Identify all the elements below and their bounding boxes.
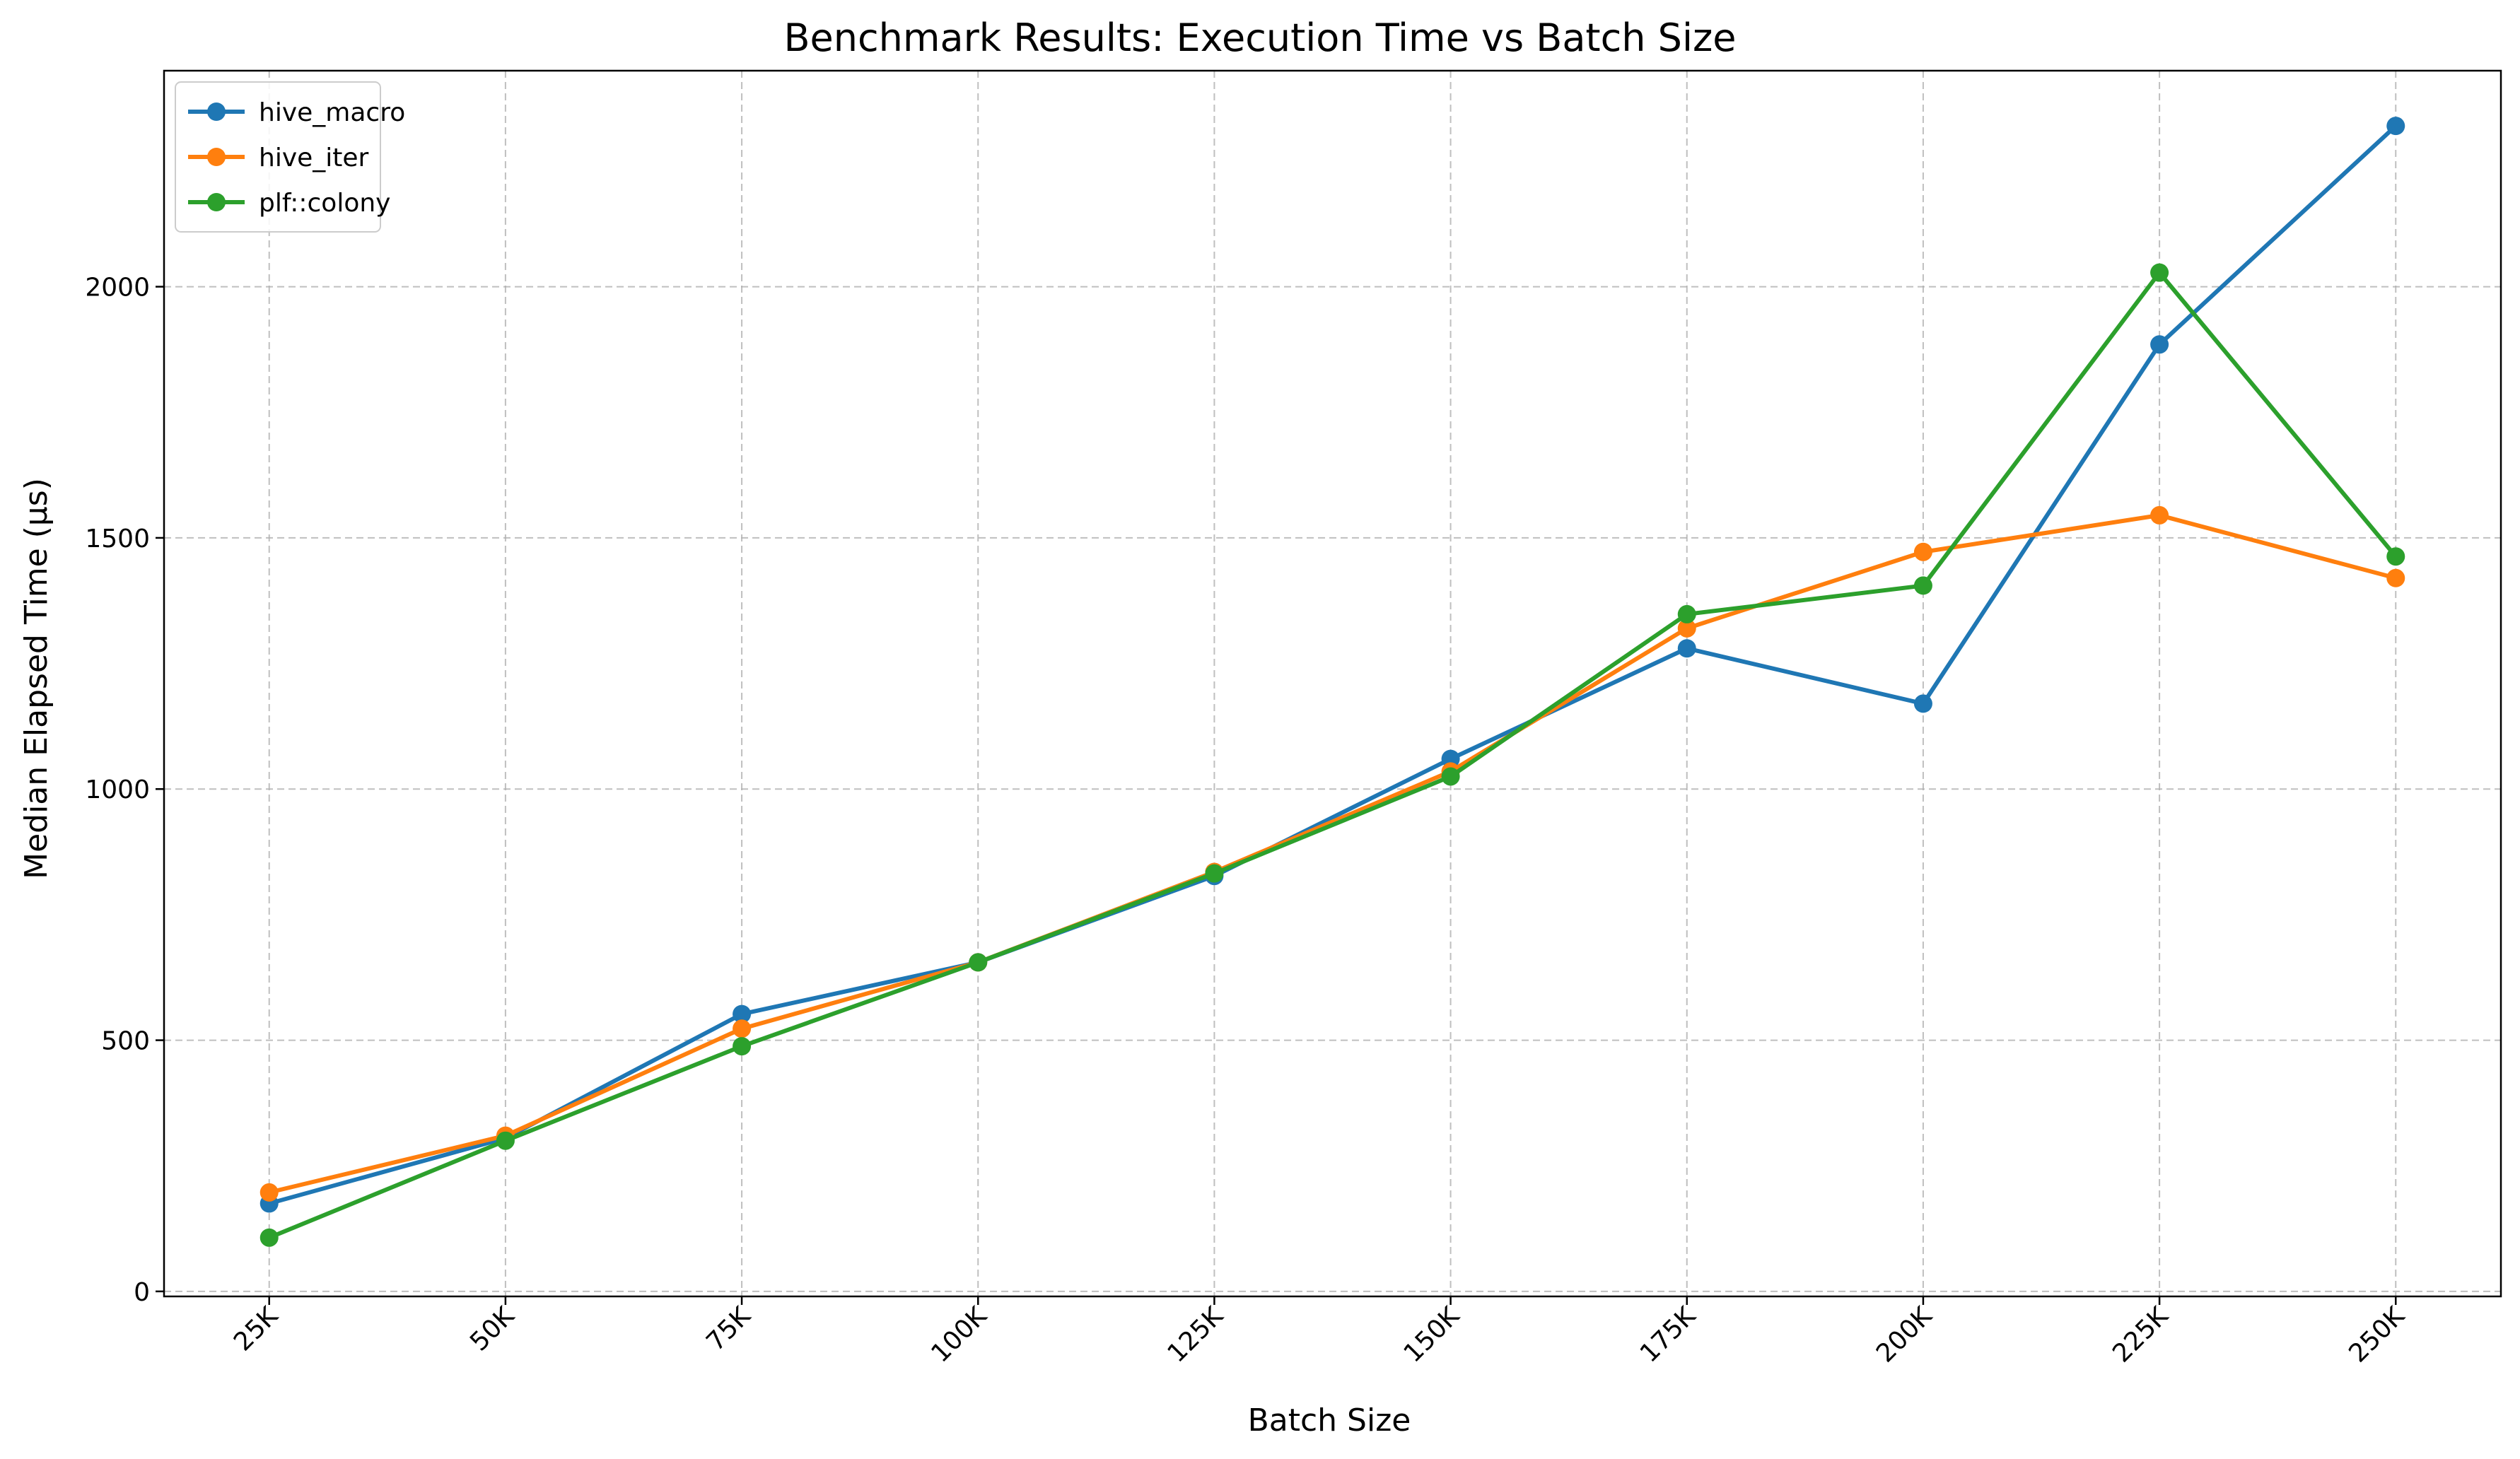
legend-item: hive_iter: [188, 143, 369, 172]
legend-label: hive_macro: [259, 98, 405, 127]
x-tick-label: 200K: [1871, 1301, 1938, 1368]
data-point: [1913, 542, 1932, 561]
legend-box: [175, 81, 381, 233]
y-tick-label: 1500: [85, 525, 150, 553]
data-point: [496, 1131, 515, 1150]
x-tick-label: 250K: [2343, 1301, 2410, 1368]
data-point: [1677, 604, 1696, 623]
data-point: [2386, 117, 2405, 136]
data-point: [1677, 639, 1696, 658]
data-point: [969, 953, 988, 972]
y-tick-label: 1000: [85, 775, 150, 804]
x-tick-label: 125K: [1162, 1301, 1230, 1368]
series-line: [267, 124, 2398, 1206]
data-point: [2386, 568, 2405, 587]
y-tick-label: 500: [101, 1027, 150, 1056]
series-line: [267, 512, 2398, 1195]
chart-title: Benchmark Results: Execution Time vs Bat…: [783, 16, 1736, 60]
x-tick-label: 25K: [228, 1301, 284, 1357]
y-axis-label: Median Elapsed Time (μs): [18, 478, 54, 879]
data-point: [733, 1037, 752, 1056]
data-point: [1441, 749, 1460, 768]
series-line: [267, 270, 2398, 1240]
series-plf-colony: [259, 263, 2405, 1247]
series-layer: [259, 117, 2405, 1247]
y-tick-label: 0: [134, 1278, 150, 1307]
legend-label: plf::colony: [259, 189, 390, 218]
x-tick-label: 100K: [926, 1301, 993, 1368]
x-tick-label: 50K: [465, 1301, 520, 1357]
x-tick-label: 175K: [1635, 1301, 1702, 1368]
series-hive-macro: [259, 117, 2405, 1213]
data-point: [259, 1228, 279, 1247]
x-axis-label: Batch Size: [1248, 1402, 1411, 1439]
x-tick-label: 150K: [1399, 1301, 1466, 1368]
data-point: [733, 1019, 752, 1038]
data-point: [1205, 864, 1224, 883]
data-point: [2150, 263, 2169, 282]
grid-lines: [164, 71, 2501, 1296]
legend-swatch-marker: [207, 102, 226, 121]
data-point: [1913, 576, 1932, 595]
x-tick-label: 75K: [701, 1301, 757, 1357]
data-point: [2150, 505, 2169, 525]
legend-swatch-marker: [207, 193, 226, 211]
data-point: [259, 1183, 279, 1202]
legend-item: hive_macro: [188, 98, 405, 127]
plot-frame: [163, 69, 2502, 1298]
data-point: [2386, 547, 2405, 566]
legend-label: hive_iter: [259, 143, 369, 172]
data-point: [733, 1004, 752, 1024]
data-point: [1441, 767, 1460, 786]
x-axis: 25K 50K 75K 100K 125K 150K 175K 200K 225K 250K: [228, 1296, 2411, 1369]
data-point: [2150, 335, 2169, 354]
y-axis: 0 500 1000 1500 2000: [85, 274, 164, 1307]
data-point: [1677, 619, 1696, 638]
x-tick-label: 225K: [2107, 1301, 2174, 1368]
legend-item: plf::colony: [188, 189, 390, 218]
y-tick-label: 2000: [85, 274, 150, 303]
legend-swatch-marker: [207, 148, 226, 166]
data-point: [1913, 694, 1932, 713]
